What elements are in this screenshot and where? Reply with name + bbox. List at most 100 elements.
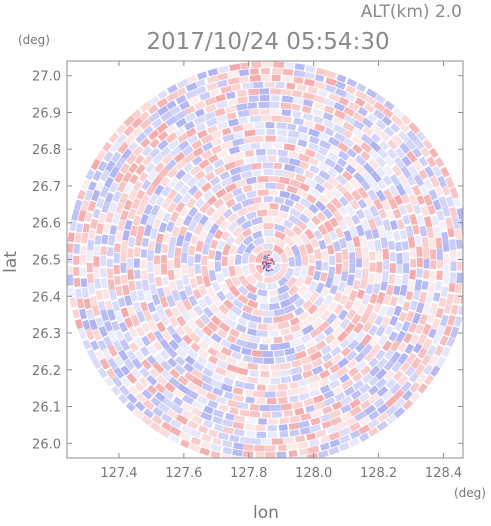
range-gate-cell	[343, 181, 355, 192]
range-gate-cell	[140, 249, 148, 258]
range-gate-cell	[298, 392, 310, 401]
range-gate-cell	[123, 331, 133, 343]
range-gate-cell	[361, 246, 369, 258]
range-gate-cell	[137, 225, 145, 236]
range-gate-cell	[328, 136, 341, 147]
range-gate-cell	[369, 293, 378, 305]
range-gate-cell	[412, 289, 421, 301]
range-gate-cell	[105, 211, 114, 223]
range-gate-cell	[309, 388, 321, 398]
range-gate-cell	[313, 270, 322, 281]
range-gate-cell	[134, 270, 141, 279]
range-gate-cell	[214, 165, 226, 176]
range-gate-cell	[402, 399, 414, 411]
range-gate-cell	[247, 102, 258, 110]
range-gate-cell	[168, 339, 180, 351]
range-gate-cell	[251, 162, 262, 170]
range-gate-cell	[380, 237, 389, 249]
range-gate-cell	[294, 297, 306, 308]
range-gate-cell	[259, 404, 270, 412]
range-gate-cell	[293, 117, 304, 126]
range-gate-cell	[289, 207, 302, 218]
range-gate-cell	[261, 411, 272, 418]
range-gate-cell	[147, 104, 159, 115]
range-gate-cell	[407, 236, 416, 249]
range-gate-cell	[255, 264, 265, 275]
range-gate-cell	[209, 443, 222, 453]
range-gate-cell	[127, 306, 136, 317]
range-gate-cell	[389, 315, 399, 327]
range-gate-cell	[154, 265, 161, 276]
range-gate-cell	[332, 116, 344, 126]
range-gate-cell	[248, 263, 257, 275]
range-gate-cell	[265, 122, 275, 129]
range-gate-cell	[211, 130, 222, 140]
range-gate-cell	[345, 164, 356, 175]
range-gate-cell	[315, 429, 327, 438]
range-gate-cell	[267, 323, 279, 331]
range-gate-cell	[175, 216, 185, 228]
range-gate-cell	[187, 420, 199, 430]
range-gate-cell	[230, 173, 242, 183]
range-gate-cell	[368, 158, 380, 170]
range-gate-cell	[260, 74, 272, 81]
range-gate-cell	[126, 372, 138, 385]
range-gate-cell	[394, 274, 403, 286]
range-gate-cell	[396, 264, 403, 274]
range-gate-cell	[289, 429, 300, 437]
range-gate-cell	[414, 279, 422, 291]
range-gate-cell	[82, 339, 92, 350]
range-gate-cell	[208, 249, 216, 260]
range-gate-cell	[398, 204, 408, 216]
range-gate-cell	[307, 142, 320, 152]
range-gate-cell	[276, 451, 287, 458]
range-gate-cell	[297, 420, 310, 429]
range-gate-cell	[282, 312, 295, 322]
range-gate-cell	[267, 431, 278, 438]
range-gate-cell	[388, 184, 399, 197]
range-gate-cell	[430, 215, 439, 227]
range-gate-cell	[201, 255, 208, 266]
range-gate-cell	[377, 412, 389, 423]
range-gate-cell	[351, 127, 364, 138]
range-gate-cell	[263, 357, 274, 364]
range-gate-cell	[68, 287, 76, 297]
range-gate-cell	[335, 263, 342, 275]
range-gate-cell	[439, 314, 449, 327]
range-gate-cell	[221, 127, 232, 136]
range-gate-cell	[286, 185, 299, 194]
range-gate-cell	[383, 369, 395, 382]
x-tick-label: 127.4	[100, 466, 137, 481]
range-gate-cell	[120, 209, 129, 221]
range-gate-cell	[359, 432, 370, 442]
range-gate-cell	[222, 208, 233, 219]
range-gate-cell	[175, 87, 187, 97]
range-gate-cell	[402, 214, 411, 225]
range-gate-cell	[381, 270, 389, 282]
range-gate-cell	[319, 369, 331, 380]
range-gate-cell	[283, 333, 294, 342]
range-gate-cell	[397, 174, 409, 187]
range-gate-cell	[95, 350, 105, 361]
range-gate-cell	[308, 254, 316, 264]
range-gate-cell	[169, 211, 180, 223]
range-gate-cell	[360, 219, 371, 232]
range-gate-cell	[107, 278, 115, 290]
range-gate-cell	[279, 204, 291, 213]
range-gate-cell	[356, 289, 366, 300]
range-gate-cell	[440, 286, 449, 298]
range-gate-cell	[208, 428, 219, 438]
range-gate-cell	[306, 220, 317, 231]
range-gate-cell	[188, 184, 199, 196]
range-gate-cell	[221, 267, 230, 278]
range-gate-cell	[401, 273, 409, 285]
range-gate-cell	[98, 325, 108, 338]
range-gate-cell	[208, 223, 220, 235]
range-gate-cell	[227, 77, 240, 86]
range-gate-cell	[107, 234, 116, 246]
range-gate-cell	[166, 346, 178, 359]
range-gate-cell	[432, 335, 442, 346]
range-gate-cell	[301, 324, 315, 336]
range-gate-cell	[200, 440, 212, 450]
